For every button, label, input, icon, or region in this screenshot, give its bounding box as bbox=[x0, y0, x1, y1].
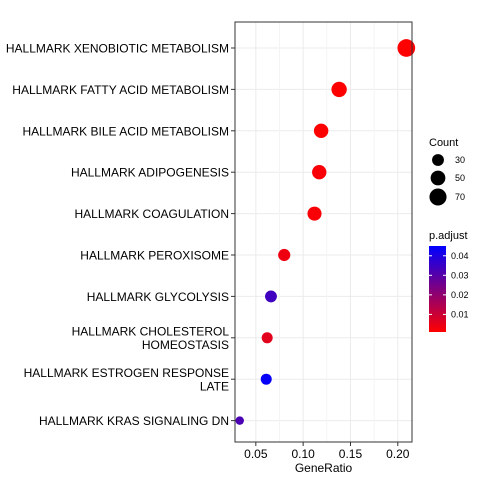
y-tick-label: HALLMARK FATTY ACID METABOLISM bbox=[12, 83, 229, 97]
y-axis-labels: HALLMARK XENOBIOTIC METABOLISM HALLMARK F… bbox=[6, 42, 235, 428]
x-tick-label: 0.10 bbox=[291, 447, 315, 461]
plot-panel bbox=[235, 22, 412, 442]
count-legend-key bbox=[430, 170, 446, 186]
x-axis: 0.05 0.10 0.15 0.20 bbox=[244, 442, 410, 461]
y-tick-label: HALLMARK XENOBIOTIC METABOLISM bbox=[6, 42, 229, 56]
data-point bbox=[265, 290, 277, 303]
count-legend-label: 30 bbox=[455, 155, 465, 165]
x-tick-label: 0.05 bbox=[244, 447, 268, 461]
count-legend-label: 50 bbox=[455, 173, 465, 183]
count-legend-key bbox=[432, 154, 444, 166]
count-legend-title: Count bbox=[429, 137, 458, 149]
p-adjust-legend: p.adjust 0.04 0.03 0.02 0.01 bbox=[429, 230, 469, 332]
data-point bbox=[331, 81, 347, 98]
data-point bbox=[278, 248, 291, 262]
p-adjust-legend-label: 0.01 bbox=[451, 309, 469, 319]
data-point bbox=[312, 165, 327, 180]
y-tick-label: HALLMARK BILE ACID METABOLISM bbox=[22, 124, 229, 138]
y-tick-label: LATE bbox=[200, 379, 229, 393]
y-tick-label: HALLMARK ADIPOGENESIS bbox=[71, 166, 229, 180]
p-adjust-legend-label: 0.04 bbox=[451, 251, 469, 261]
data-point bbox=[397, 39, 416, 57]
x-tick-label: 0.20 bbox=[386, 447, 410, 461]
p-adjust-legend-label: 0.03 bbox=[451, 270, 469, 280]
y-tick-label: HALLMARK COAGULATION bbox=[75, 207, 229, 221]
p-adjust-legend-title: p.adjust bbox=[429, 230, 468, 242]
data-point bbox=[260, 373, 272, 385]
y-tick-label: HALLMARK CHOLESTEROL bbox=[72, 325, 230, 339]
y-tick-label: HALLMARK PEROXISOME bbox=[80, 249, 229, 263]
count-legend-label: 70 bbox=[455, 192, 465, 202]
data-point bbox=[307, 206, 322, 221]
data-point bbox=[313, 123, 329, 139]
x-tick-label: 0.15 bbox=[339, 447, 363, 461]
y-tick-label: HALLMARK GLYCOLYSIS bbox=[87, 290, 229, 304]
data-points bbox=[235, 39, 416, 425]
data-point bbox=[235, 416, 244, 425]
count-legend-key bbox=[429, 188, 447, 206]
x-axis-title: GeneRatio bbox=[295, 461, 353, 475]
count-legend: Count 30 50 70 bbox=[429, 137, 465, 206]
y-tick-label: HALLMARK KRAS SIGNALING DN bbox=[39, 414, 229, 428]
data-point bbox=[261, 332, 273, 344]
plot-border bbox=[234, 21, 413, 443]
y-tick-label: HOMEOSTASIS bbox=[142, 338, 229, 352]
p-adjust-colorbar bbox=[429, 246, 446, 332]
y-tick-label: HALLMARK ESTROGEN RESPONSE bbox=[24, 366, 229, 380]
p-adjust-legend-label: 0.02 bbox=[451, 290, 469, 300]
